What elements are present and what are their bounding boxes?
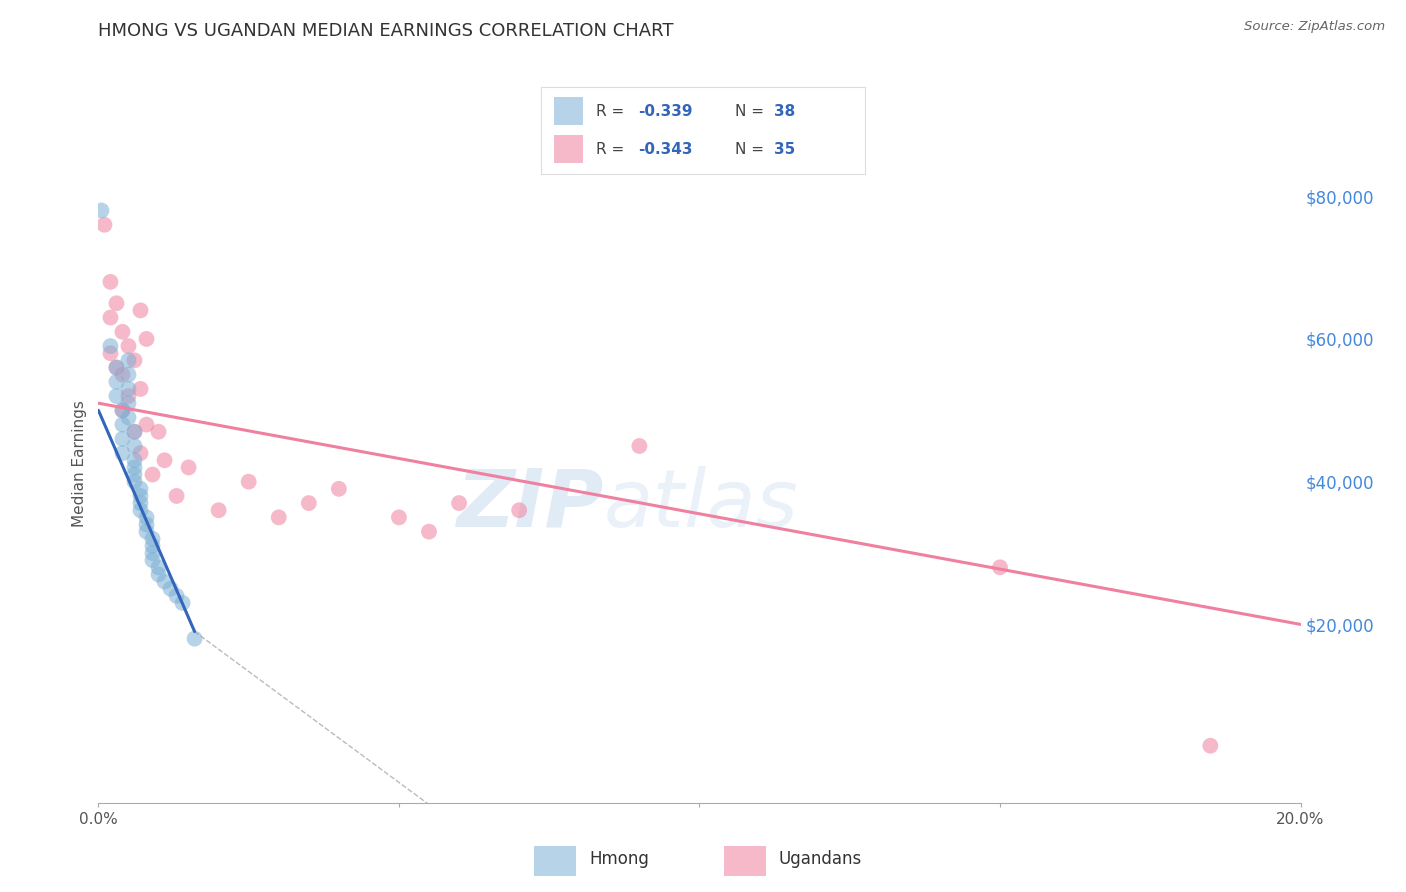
Point — [388, 510, 411, 524]
Point — [117, 368, 139, 382]
Text: ZIP: ZIP — [456, 466, 603, 543]
Point — [135, 517, 157, 532]
Text: R =: R = — [596, 142, 630, 157]
Point — [508, 503, 530, 517]
Point — [208, 503, 231, 517]
Point — [105, 375, 128, 389]
Point — [124, 475, 146, 489]
Point — [111, 432, 134, 446]
Point — [328, 482, 350, 496]
Text: HMONG VS UGANDAN MEDIAN EARNINGS CORRELATION CHART: HMONG VS UGANDAN MEDIAN EARNINGS CORRELA… — [98, 22, 673, 40]
Point — [100, 346, 122, 360]
Text: N =: N = — [735, 103, 769, 119]
Point — [135, 524, 157, 539]
Text: Source: ZipAtlas.com: Source: ZipAtlas.com — [1244, 20, 1385, 33]
Text: -0.339: -0.339 — [638, 103, 693, 119]
FancyBboxPatch shape — [554, 97, 583, 125]
Point — [298, 496, 321, 510]
Point — [166, 489, 188, 503]
Point — [141, 553, 163, 567]
Point — [148, 425, 170, 439]
Point — [148, 560, 170, 574]
Point — [447, 496, 470, 510]
Text: 35: 35 — [775, 142, 796, 157]
Point — [111, 403, 134, 417]
Point — [141, 546, 163, 560]
Point — [124, 425, 146, 439]
Point — [105, 296, 128, 310]
Y-axis label: Median Earnings: Median Earnings — [72, 401, 87, 527]
Point — [153, 574, 176, 589]
Point — [141, 467, 163, 482]
Point — [105, 360, 128, 375]
Text: Hmong: Hmong — [589, 849, 650, 868]
Point — [100, 275, 122, 289]
Point — [148, 567, 170, 582]
Point — [124, 353, 146, 368]
Point — [105, 389, 128, 403]
Point — [129, 496, 152, 510]
Point — [177, 460, 200, 475]
Point — [124, 453, 146, 467]
Point — [166, 589, 188, 603]
FancyBboxPatch shape — [724, 847, 766, 876]
Point — [183, 632, 205, 646]
Text: 38: 38 — [775, 103, 796, 119]
Point — [111, 325, 134, 339]
Point — [111, 446, 134, 460]
Point — [105, 360, 128, 375]
Point — [141, 532, 163, 546]
Point — [628, 439, 651, 453]
Point — [135, 417, 157, 432]
Point — [141, 539, 163, 553]
Point — [111, 368, 134, 382]
Text: -0.343: -0.343 — [638, 142, 693, 157]
Point — [129, 482, 152, 496]
Point — [117, 410, 139, 425]
Text: N =: N = — [735, 142, 769, 157]
Text: R =: R = — [596, 103, 630, 119]
Point — [129, 382, 152, 396]
Point — [129, 446, 152, 460]
Point — [117, 353, 139, 368]
Point — [90, 203, 112, 218]
Point — [418, 524, 440, 539]
Point — [172, 596, 194, 610]
Point — [93, 218, 115, 232]
Point — [1199, 739, 1222, 753]
Point — [135, 332, 157, 346]
Point — [153, 453, 176, 467]
FancyBboxPatch shape — [534, 847, 576, 876]
Point — [129, 503, 152, 517]
Point — [129, 489, 152, 503]
Point — [124, 439, 146, 453]
Point — [124, 460, 146, 475]
Text: Ugandans: Ugandans — [779, 849, 862, 868]
Point — [988, 560, 1011, 574]
Point — [117, 396, 139, 410]
Point — [129, 303, 152, 318]
Point — [117, 382, 139, 396]
Point — [111, 417, 134, 432]
Point — [117, 389, 139, 403]
Point — [111, 403, 134, 417]
Point — [267, 510, 290, 524]
Point — [124, 425, 146, 439]
Point — [238, 475, 260, 489]
Point — [159, 582, 181, 596]
FancyBboxPatch shape — [554, 136, 583, 163]
Point — [124, 467, 146, 482]
Text: atlas: atlas — [603, 466, 799, 543]
Point — [100, 310, 122, 325]
Point — [135, 510, 157, 524]
Point — [100, 339, 122, 353]
Point — [117, 339, 139, 353]
